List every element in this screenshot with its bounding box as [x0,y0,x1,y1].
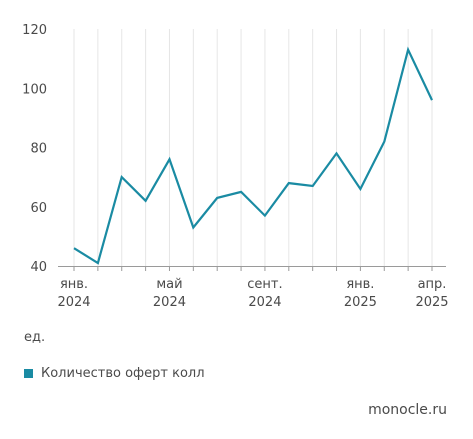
x-tick-label: 2024 [153,295,186,310]
series-line-0 [73,46,433,265]
y-tick-label: 40 [30,260,47,275]
x-tick-label: сент. [247,277,282,292]
legend: Количество оферт колл [24,366,205,381]
x-tick-label: янв. [60,277,88,292]
grid-lines [73,29,433,266]
x-tick-label: 2025 [344,295,377,310]
y-tick-label: 100 [22,82,47,97]
y-unit-label: ед. [24,330,46,345]
x-tick-label: 2024 [57,295,90,310]
y-tick-label: 80 [30,142,47,157]
x-tick-label: 2024 [248,295,281,310]
x-axis [58,266,446,271]
x-tick-label: янв. [346,277,374,292]
legend-label: Количество оферт колл [41,366,205,381]
series-layer [73,46,433,265]
legend-swatch [24,369,33,378]
x-tick-labels: янв. 2024 май 2024 сент. 2024 янв. 2025 апр. 2025 [57,277,448,310]
x-tick-label: 2025 [415,295,448,310]
y-tick-label: 60 [30,201,47,216]
source-label: monocle.ru [368,402,447,418]
y-axis: 40 60 80 100 120 [22,23,47,275]
x-tick-label: май [156,277,182,292]
x-tick-label: апр. [418,277,447,292]
y-tick-label: 120 [22,23,47,38]
